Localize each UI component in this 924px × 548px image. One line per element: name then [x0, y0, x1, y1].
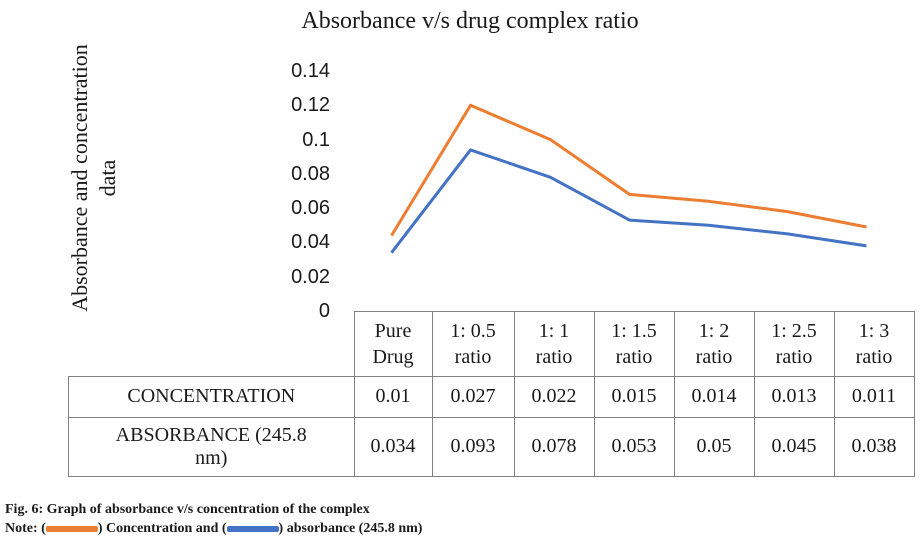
table-corner-cell [68, 311, 355, 377]
y-tick-label: 0 [318, 300, 330, 322]
data-value-cell: 0.013 [753, 375, 835, 418]
chart-title: Absorbance v/s drug complex ratio [301, 8, 639, 34]
concentration-series-line [390, 103, 867, 237]
concentration-table-row: CONCENTRATION 0.01 0.027 0.022 0.015 0.014 0.0… [68, 375, 915, 418]
x-tick-label: 1: 3 ratio [833, 311, 915, 377]
concentration-legend-swatch [45, 525, 98, 532]
data-value-cell: 0.034 [353, 416, 433, 477]
figure-caption: Fig. 6: Graph of absorbance v/s concentr… [5, 500, 422, 538]
data-value-cell: 0.045 [753, 416, 835, 477]
caption-title: Fig. 6: Graph of absorbance v/s concentr… [5, 502, 370, 517]
x-tick-label: 1: 1.5 ratio [593, 311, 675, 377]
data-value-cell: 0.078 [513, 416, 595, 477]
x-tick-label: Pure Drug [353, 311, 433, 377]
x-tick-label: 1: 2.5 ratio [753, 311, 835, 377]
data-value-cell: 0.053 [593, 416, 675, 477]
y-tick-label: 0.06 [291, 197, 330, 220]
data-table: Pure Drug 1: 0.5 ratio 1: 1 ratio 1: 1.5 ratio 1… [68, 311, 915, 477]
y-tick-label: 0.14 [291, 60, 330, 82]
y-tick-label: 0.1 [302, 128, 330, 151]
data-value-cell: 0.011 [833, 375, 915, 418]
category-row: Pure Drug 1: 0.5 ratio 1: 1 ratio 1: 1.5 ratio 1… [68, 311, 915, 377]
caption-note-suffix: ) absorbance (245.8 nm) [278, 521, 423, 536]
data-value-cell: 0.038 [833, 416, 915, 477]
x-tick-label: 1: 2 ratio [673, 311, 755, 377]
y-tick-label: 0.04 [291, 231, 330, 254]
y-tick-label: 0.08 [291, 162, 330, 185]
absorbance-table-row: ABSORBANCE (245.8 nm) 0.034 0.093 0.078 0.053… [68, 416, 915, 477]
data-value-cell: 0.015 [593, 375, 675, 418]
x-tick-label: 1: 0.5 ratio [431, 311, 515, 377]
data-value-cell: 0.093 [431, 416, 515, 477]
data-value-cell: 0.022 [513, 375, 595, 418]
caption-note-prefix: Note: ( [5, 521, 46, 536]
data-value-cell: 0.01 [353, 375, 433, 418]
data-value-cell: 0.05 [673, 416, 755, 477]
series-row-label: ABSORBANCE (245.8 nm) [68, 416, 355, 477]
y-tick-label: 0.12 [291, 94, 330, 117]
data-value-cell: 0.014 [673, 375, 755, 418]
data-value-cell: 0.027 [431, 375, 515, 418]
y-tick-label: 0.02 [291, 265, 330, 288]
x-tick-label: 1: 1 ratio [513, 311, 595, 377]
caption-note-mid: ) Concentration and ( [97, 521, 227, 536]
caption-note: Note: ( ) Concentration and ( ) absorbance… [5, 519, 422, 538]
absorbance-legend-swatch [226, 525, 279, 532]
absorbance-series-line [390, 148, 867, 254]
series-row-label: CONCENTRATION [68, 375, 355, 418]
